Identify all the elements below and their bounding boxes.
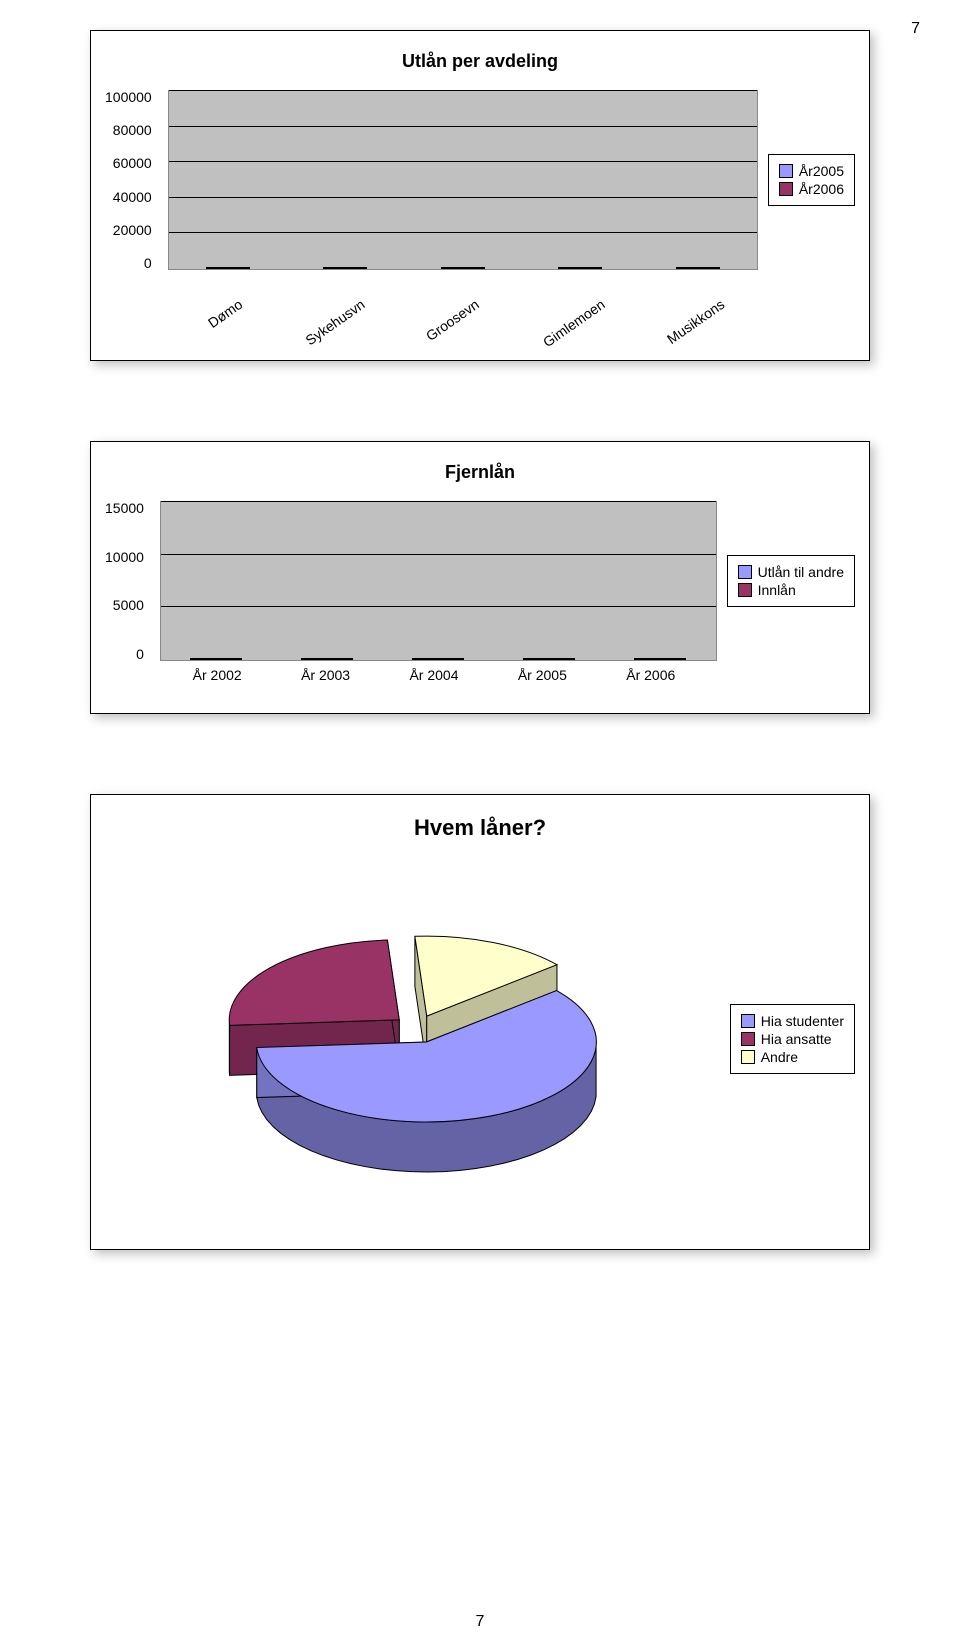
y-tick: 60000 (113, 156, 152, 170)
chart2-plot (160, 501, 717, 661)
chart3-legend: Hia studenter Hia ansatte Andre (730, 1004, 855, 1074)
bar (301, 658, 327, 660)
bar (676, 267, 698, 269)
y-tick: 40000 (113, 190, 152, 204)
page-number-bottom: 7 (476, 1613, 485, 1631)
bar (206, 267, 228, 269)
chart2-legend: Utlån til andre Innlån (727, 555, 855, 607)
bar-group (301, 658, 353, 660)
bar (216, 658, 242, 660)
bar (698, 267, 720, 269)
legend-label: År2005 (799, 163, 844, 179)
legend-swatch (741, 1014, 755, 1028)
bar (463, 267, 485, 269)
x-label: År 2004 (409, 667, 458, 683)
legend-label: Hia studenter (761, 1013, 844, 1029)
chart-hvem-laner: Hvem låner? Hia studenter Hia ansatte Andr… (90, 794, 870, 1250)
y-tick: 20000 (113, 223, 152, 237)
x-label: Gimlemoen (539, 296, 626, 378)
chart1-legend: År2005 År2006 (768, 154, 855, 206)
bar-group (558, 267, 602, 269)
legend-row: År2005 (779, 163, 844, 179)
chart-utlan-per-avdeling: Utlån per avdeling 100000 80000 60000 40000… (90, 30, 870, 361)
legend-swatch (779, 182, 793, 196)
x-label: År 2005 (518, 667, 567, 683)
chart2-y-axis: 15000 10000 5000 0 (105, 501, 150, 661)
legend-label: År2006 (799, 181, 844, 197)
bar (634, 658, 660, 660)
bar (549, 658, 575, 660)
legend-swatch (738, 565, 752, 579)
legend-label: Utlån til andre (758, 564, 844, 580)
bar (190, 658, 216, 660)
chart1-y-axis: 100000 80000 60000 40000 20000 0 (105, 90, 158, 270)
bar (412, 658, 438, 660)
bar (228, 267, 250, 269)
bar (323, 267, 345, 269)
chart3-plot (105, 859, 710, 1219)
y-tick: 5000 (113, 598, 144, 612)
legend-row: Innlån (738, 582, 844, 598)
y-tick: 0 (136, 647, 144, 661)
bar-group (190, 658, 242, 660)
legend-row: Utlån til andre (738, 564, 844, 580)
bar-group (676, 267, 720, 269)
bar-group (412, 658, 464, 660)
legend-row: Hia studenter (741, 1013, 844, 1029)
bar (438, 658, 464, 660)
chart1-plot (168, 90, 758, 270)
x-label: År 2002 (193, 667, 242, 683)
chart3-title: Hvem låner? (105, 815, 855, 841)
bar (327, 658, 353, 660)
y-tick: 80000 (113, 123, 152, 137)
y-tick: 100000 (105, 90, 152, 104)
bar (580, 267, 602, 269)
page: 7 Utlån per avdeling 1000008000060000400… (0, 0, 960, 1651)
bars-row (169, 91, 757, 269)
legend-swatch (779, 164, 793, 178)
legend-row: Andre (741, 1049, 844, 1065)
y-tick: 10000 (105, 550, 144, 564)
legend-label: Andre (761, 1049, 798, 1065)
legend-swatch (741, 1050, 755, 1064)
y-tick: 0 (144, 256, 152, 270)
bar (558, 267, 580, 269)
x-label: Groosevn (423, 296, 501, 372)
x-label: År 2003 (301, 667, 350, 683)
chart-fjernlan: Fjernlån 15000 10000 5000 0 Utlån til andre… (90, 441, 870, 714)
x-label: Musikkons (664, 296, 747, 375)
bar-group (441, 267, 485, 269)
x-label: Sykehusvn (302, 296, 387, 376)
bar-group (523, 658, 575, 660)
legend-label: Innlån (758, 582, 796, 598)
legend-swatch (738, 583, 752, 597)
page-number-top: 7 (911, 20, 920, 38)
bar (345, 267, 367, 269)
bar-group (634, 658, 686, 660)
legend-row: Hia ansatte (741, 1031, 844, 1047)
bar (441, 267, 463, 269)
legend-row: År2006 (779, 181, 844, 197)
chart2-x-labels: År 2002 År 2003 År 2004 År 2005 År 2006 (163, 661, 705, 683)
legend-swatch (741, 1032, 755, 1046)
y-tick: 15000 (105, 501, 144, 515)
x-label: Dømo (205, 296, 265, 359)
bar (660, 658, 686, 660)
pie-slice (229, 940, 399, 1025)
x-label: År 2006 (626, 667, 675, 683)
bar (523, 658, 549, 660)
chart2-title: Fjernlån (105, 462, 855, 483)
chart1-title: Utlån per avdeling (105, 51, 855, 72)
bar-group (206, 267, 250, 269)
bar-group (323, 267, 367, 269)
chart1-x-labels: DømoSykehusvnGroosevnGimlemoenMusikkons (171, 270, 745, 346)
legend-label: Hia ansatte (761, 1031, 832, 1047)
bars-row (161, 502, 716, 660)
